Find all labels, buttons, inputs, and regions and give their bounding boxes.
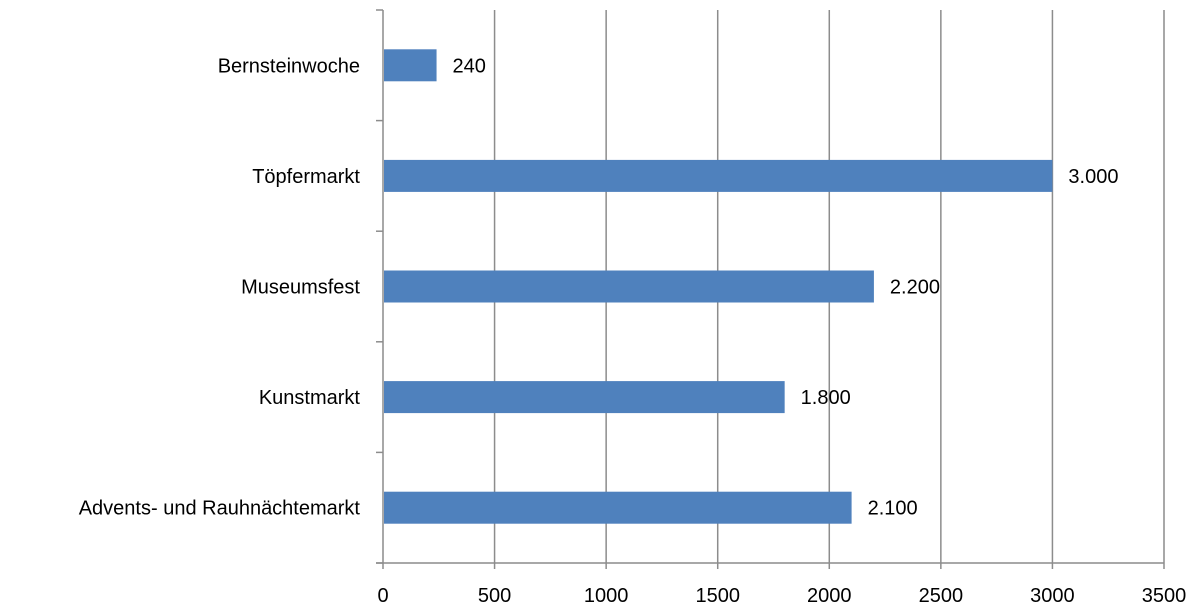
x-tick-label-2000: 2000 [807,585,852,607]
data-label-3: 1.800 [801,387,851,409]
x-tick-label-1000: 1000 [584,585,629,607]
bars [384,49,1053,524]
x-tick-label-500: 500 [478,585,511,607]
bar-0 [384,49,437,82]
category-label-0: Bernsteinwoche [218,55,360,77]
data-label-0: 240 [453,55,486,77]
x-tick-label-3500: 3500 [1142,585,1187,607]
labels: 0 500 1000 1500 2000 2500 3000 3500 Bernsteinwoc… [79,55,1187,607]
bar-3 [384,381,785,414]
bar-4 [384,491,852,524]
x-tick-label-1500: 1500 [695,585,740,607]
data-label-2: 2.200 [890,277,940,299]
bar-1 [384,159,1053,192]
bar-2 [384,270,874,303]
x-tick-label-2500: 2500 [919,585,964,607]
data-label-4: 2.100 [868,498,918,520]
x-tick-label-3000: 3000 [1030,585,1075,607]
category-label-4: Advents- und Rauhnächtemarkt [79,498,361,520]
category-label-1: Töpfermarkt [252,166,360,188]
x-tick-label-0: 0 [377,585,388,607]
y-axis [376,9,1165,569]
category-label-3: Kunstmarkt [259,387,361,409]
data-label-1: 3.000 [1068,166,1118,188]
category-label-2: Museumsfest [241,277,360,299]
